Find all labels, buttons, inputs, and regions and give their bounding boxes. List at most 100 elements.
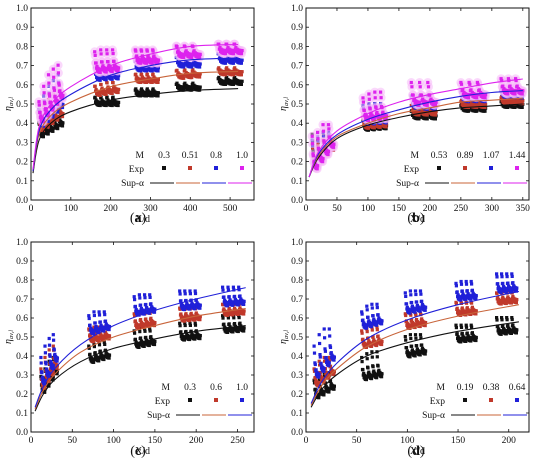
exp-point (328, 379, 333, 383)
exp-point (474, 312, 478, 316)
exp-point (222, 295, 226, 299)
exp-point (514, 289, 518, 293)
exp-point (466, 109, 471, 113)
exp-point (361, 318, 365, 322)
y-tick-label: 1.0 (16, 4, 28, 14)
y-tick-label: 0.8 (291, 42, 303, 52)
exp-point (223, 61, 228, 65)
exp-point (150, 61, 154, 65)
exp-point (104, 70, 108, 74)
exp-point (149, 302, 153, 306)
exp-point (178, 289, 182, 293)
exp-point (242, 329, 246, 333)
exp-point (513, 102, 517, 106)
exp-point (190, 65, 194, 69)
exp-point (322, 390, 326, 394)
exp-point (237, 300, 241, 304)
exp-point (240, 58, 244, 62)
exp-point (474, 335, 478, 340)
fit-curve-M-0.6 (34, 307, 246, 410)
exp-points (312, 272, 519, 400)
exp-point (368, 107, 372, 111)
y-tick-label: 0.0 (291, 196, 303, 206)
exp-point (233, 322, 237, 326)
exp-point (360, 360, 364, 364)
exp-point (183, 61, 188, 65)
exp-point (460, 306, 464, 310)
y-tick-label: 0.1 (16, 409, 28, 419)
legend-row-fit: Sup-α (121, 179, 144, 189)
exp-point (459, 325, 464, 329)
exp-point (327, 364, 331, 368)
exp-point (60, 96, 65, 101)
exp-point (327, 371, 331, 375)
exp-point (418, 85, 422, 89)
exp-point (326, 152, 330, 156)
exp-point (414, 336, 418, 340)
exp-point (46, 119, 50, 123)
exp-point (132, 312, 136, 316)
exp-point (116, 90, 120, 95)
exp-point (239, 82, 243, 86)
legend-marker (162, 166, 166, 170)
y-axis-label: ηav,l (3, 97, 15, 111)
exp-point (107, 356, 111, 360)
fit-curves (32, 43, 239, 174)
exp-point (134, 87, 138, 91)
exp-point (107, 328, 111, 332)
exp-point (418, 80, 422, 85)
exp-point (182, 52, 186, 56)
exp-point (60, 115, 65, 119)
exp-point (322, 366, 326, 371)
exp-point (51, 375, 55, 379)
exp-point (321, 160, 325, 164)
fit-curve-M-0.8 (32, 57, 239, 172)
exp-point (427, 113, 431, 117)
exp-point (144, 302, 148, 307)
fit-curve-M-0.53 (308, 103, 523, 178)
exp-point (51, 370, 55, 374)
exp-point (92, 332, 96, 336)
exp-point (52, 86, 56, 90)
exp-point (190, 52, 194, 56)
exp-point (474, 297, 478, 301)
exp-point (316, 130, 320, 134)
exp-point (370, 350, 374, 354)
exp-point (139, 336, 143, 340)
exp-point (133, 298, 137, 302)
exp-point (426, 80, 430, 85)
exp-point (427, 109, 431, 113)
exp-point (43, 379, 47, 383)
exp-point (148, 293, 152, 297)
exp-point (410, 304, 414, 308)
x-tick-label: 100 (361, 204, 376, 214)
exp-point (198, 75, 202, 79)
exp-point (182, 76, 186, 80)
exp-point (198, 315, 202, 319)
exp-point (151, 72, 155, 76)
exp-point (97, 339, 101, 343)
exp-point (231, 313, 235, 317)
exp-point (133, 319, 137, 323)
exp-point (92, 310, 96, 314)
exp-point (175, 81, 179, 85)
exp-point (464, 279, 468, 284)
exp-point (380, 342, 384, 347)
exp-point (404, 302, 409, 306)
exp-point (332, 384, 336, 388)
exp-point (421, 97, 425, 101)
exp-point (413, 307, 418, 311)
y-tick-label: 0.4 (16, 119, 28, 129)
exp-point (116, 77, 120, 81)
exp-point (500, 275, 504, 279)
exp-point (52, 88, 56, 92)
exp-point (227, 307, 231, 311)
exp-point (455, 290, 459, 294)
exp-point (156, 69, 160, 73)
exp-point (42, 84, 46, 88)
exp-point (100, 86, 104, 90)
exp-point (469, 297, 473, 301)
exp-point (193, 323, 198, 327)
exp-point (57, 81, 61, 85)
exp-point (459, 282, 464, 286)
